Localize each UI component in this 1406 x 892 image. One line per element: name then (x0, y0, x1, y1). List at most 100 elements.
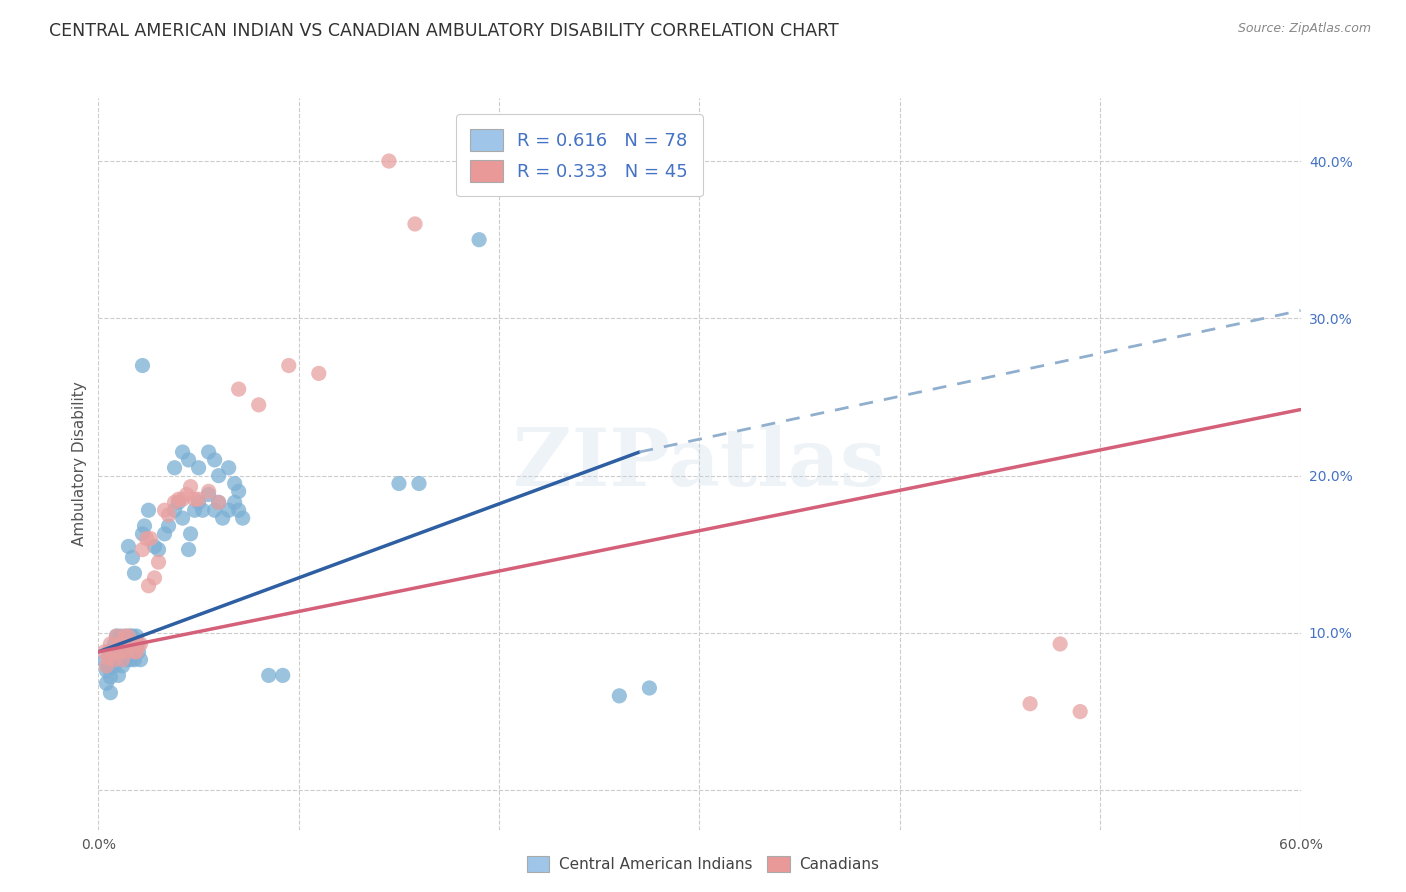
Point (208, 468, 231, 483)
Point (204, 453, 226, 467)
Point (197, 484, 219, 499)
Point (125, 629, 148, 643)
Point (172, 492, 194, 507)
Point (124, 645, 146, 659)
Point (177, 453, 200, 467)
Point (100, 670, 122, 684)
Point (131, 526, 153, 541)
Point (187, 492, 209, 507)
Point (121, 629, 143, 643)
Point (224, 476, 246, 491)
Point (609, 689, 631, 703)
Point (101, 645, 124, 659)
Point (271, 668, 294, 682)
Point (211, 511, 233, 525)
Point (197, 445, 219, 459)
Point (111, 659, 134, 673)
Point (1019, 697, 1042, 711)
Point (468, 233, 491, 247)
Point (638, 681, 661, 695)
Point (180, 526, 202, 541)
Point (208, 495, 231, 509)
Point (228, 484, 250, 499)
Point (1049, 637, 1071, 651)
Point (183, 503, 205, 517)
Y-axis label: Ambulatory Disability: Ambulatory Disability (72, 382, 87, 546)
Point (115, 629, 138, 643)
Point (218, 503, 240, 517)
Point (110, 629, 132, 643)
Point (167, 495, 190, 509)
Point (138, 503, 160, 517)
Point (131, 359, 153, 373)
Point (183, 492, 205, 507)
Point (143, 571, 166, 585)
Point (105, 629, 128, 643)
Point (228, 503, 250, 517)
Point (208, 495, 231, 509)
Point (176, 487, 198, 501)
Point (187, 460, 209, 475)
Point (408, 476, 430, 491)
Point (124, 653, 146, 667)
Point (228, 382, 250, 396)
Point (388, 476, 411, 491)
Point (177, 542, 200, 557)
Point (232, 511, 254, 525)
Point (120, 637, 142, 651)
Point (97, 660, 120, 674)
Point (163, 460, 186, 475)
Point (96, 659, 118, 673)
Point (121, 637, 143, 651)
Point (111, 653, 134, 667)
Point (103, 653, 125, 667)
Point (111, 653, 134, 667)
Point (117, 540, 139, 554)
Point (143, 540, 166, 554)
Point (114, 629, 136, 643)
Point (100, 686, 122, 700)
Point (96, 664, 118, 678)
Point (93, 645, 115, 659)
Point (131, 542, 153, 557)
Text: ZIPatlas: ZIPatlas (513, 425, 886, 503)
Point (378, 154, 401, 169)
Text: Source: ZipAtlas.com: Source: ZipAtlas.com (1237, 22, 1371, 36)
Point (120, 629, 142, 643)
Point (218, 460, 240, 475)
Point (204, 503, 226, 517)
Point (101, 653, 124, 667)
Point (167, 492, 190, 507)
Point (163, 503, 186, 517)
Point (134, 519, 156, 533)
Point (105, 653, 128, 667)
Point (105, 629, 128, 643)
Point (129, 653, 152, 667)
Point (107, 637, 129, 651)
Point (197, 487, 219, 501)
Point (247, 398, 270, 412)
Point (121, 550, 143, 565)
Point (107, 645, 129, 659)
Point (277, 359, 299, 373)
Point (404, 217, 426, 231)
Point (257, 668, 280, 682)
Legend: Central American Indians, Canadians: Central American Indians, Canadians (519, 848, 887, 880)
Point (180, 480, 202, 494)
Text: CENTRAL AMERICAN INDIAN VS CANADIAN AMBULATORY DISABILITY CORRELATION CHART: CENTRAL AMERICAN INDIAN VS CANADIAN AMBU… (49, 22, 839, 40)
Point (103, 659, 125, 673)
Point (96, 676, 118, 690)
Point (148, 555, 170, 569)
Point (172, 445, 194, 459)
Point (124, 566, 146, 581)
Point (110, 637, 132, 651)
Point (157, 519, 180, 533)
Point (100, 637, 122, 651)
Point (153, 526, 176, 541)
Point (117, 645, 139, 659)
Point (128, 637, 150, 651)
Point (97, 651, 120, 665)
Point (191, 503, 214, 517)
Point (308, 367, 330, 381)
Point (125, 645, 148, 659)
